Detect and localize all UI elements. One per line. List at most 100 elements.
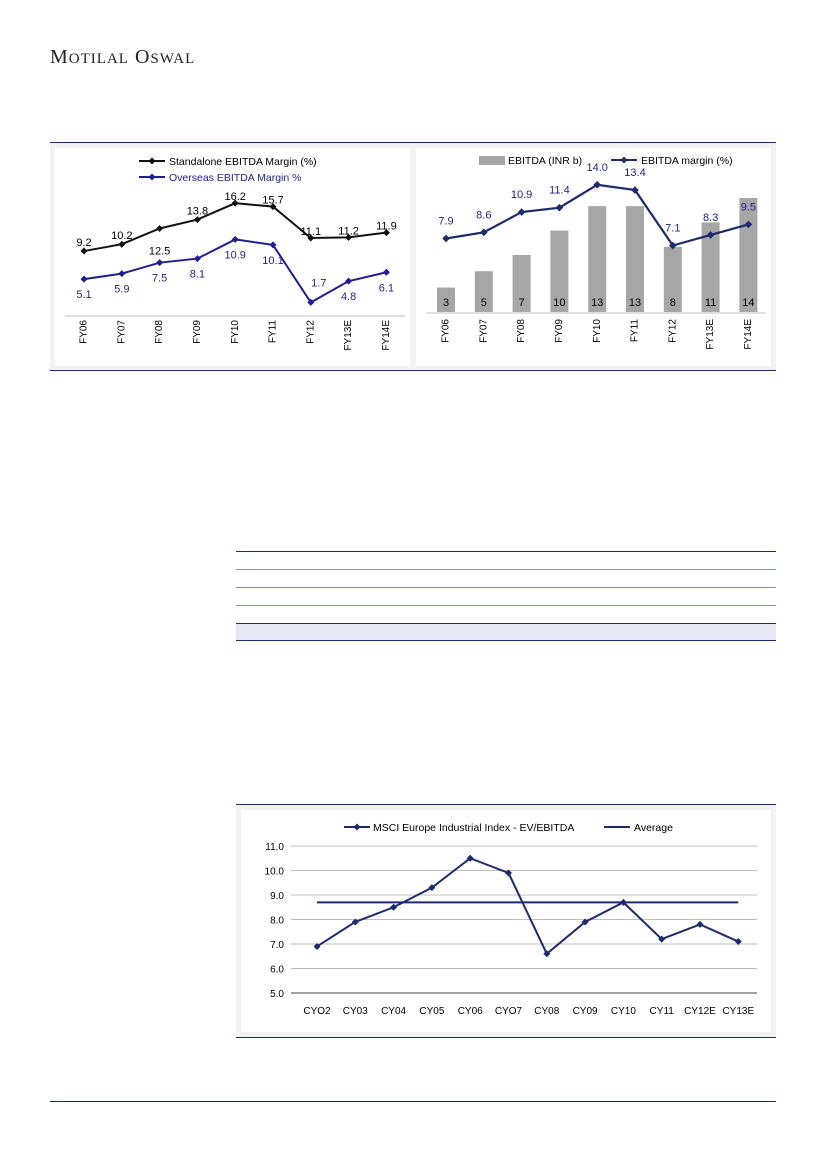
chart3-x-tick-0: CYO2 — [303, 1006, 331, 1017]
chart1-point-1-2 — [156, 259, 164, 267]
chart2-bar-label-6: 8 — [670, 297, 676, 309]
chart1-point-0-7 — [345, 233, 353, 241]
chart1-label-1-5: 10.1 — [262, 255, 283, 267]
chart1-label-0-5: 15.7 — [262, 195, 283, 207]
chart2-bar-label-1: 5 — [481, 297, 487, 309]
chart1-label-1-0: 5.1 — [76, 289, 91, 301]
chart3-point-2 — [390, 903, 398, 911]
chart2-margin-label-4: 14.0 — [586, 162, 607, 174]
chart3-x-tick-8: CY10 — [611, 1006, 636, 1017]
chart1-label-0-1: 10.2 — [111, 230, 132, 242]
chart2-margin-label-2: 10.9 — [511, 189, 532, 201]
chart1-point-1-1 — [118, 270, 126, 278]
chart1-point-0-5 — [269, 203, 277, 211]
chart2-x-tick-1: FY07 — [478, 319, 489, 343]
chart3-svg: MSCI Europe Industrial Index - EV/EBITDA… — [265, 822, 757, 1017]
chart3-y-tick-1: 6.0 — [270, 965, 284, 976]
chart3-y-tick-0: 5.0 — [270, 989, 284, 1000]
chart1-point-1-7 — [345, 277, 353, 285]
chart1-label-1-6: 1.7 — [311, 277, 326, 289]
chart1-point-0-3 — [193, 216, 201, 224]
chart2-bar-label-2: 7 — [519, 297, 525, 309]
chart2-bar-label-7: 11 — [705, 297, 716, 309]
chart2-bar-label-4: 13 — [591, 297, 603, 309]
chart3-point-5 — [505, 869, 512, 877]
chart1-label-0-8: 11.9 — [376, 221, 397, 233]
chart1-point-0-4 — [231, 199, 239, 207]
chart1-label-1-7: 4.8 — [341, 291, 356, 303]
chart3-legend-marker-0 — [353, 823, 361, 831]
chart3-legend-label-0: MSCI Europe Industrial Index - EV/EBITDA — [373, 822, 574, 834]
chart-standalone-vs-overseas: Standalone EBITDA Margin (%) Overseas EBI… — [55, 148, 410, 366]
chart2-bar-6 — [663, 246, 682, 312]
chart3-x-tick-4: CY06 — [458, 1006, 483, 1017]
chart2-margin-point-2 — [517, 208, 526, 216]
chart2-bar-7 — [701, 222, 720, 312]
chart3-x-tick-6: CY08 — [534, 1006, 559, 1017]
chart3-point-7 — [581, 918, 589, 926]
chart3-point-6 — [543, 950, 551, 958]
chart2-margin-point-6 — [669, 241, 677, 250]
chart1-label-0-4: 16.2 — [224, 191, 245, 203]
chart3-point-4 — [466, 854, 474, 862]
table-rule-2 — [236, 569, 776, 570]
chart2-legend-line-marker — [620, 156, 628, 164]
chart1-point-1-6 — [307, 298, 315, 306]
chart1-point-0-2 — [156, 224, 164, 232]
chart1-point-0-6 — [307, 234, 315, 242]
chart3-y-tick-5: 10.0 — [265, 867, 285, 878]
chart3-point-8 — [619, 898, 627, 906]
chart1-point-0-8 — [382, 229, 390, 237]
chart-msci-ev-ebitda: MSCI Europe Industrial Index - EV/EBITDA… — [241, 810, 771, 1032]
brand-first-initial: M — [50, 46, 69, 68]
chart2-bar-4 — [588, 206, 607, 312]
chart1-label-1-8: 6.1 — [379, 282, 394, 294]
footer-rule — [50, 1101, 776, 1102]
chart1-x-tick-2: FY08 — [154, 320, 165, 344]
chart3-x-tick-1: CY03 — [343, 1006, 368, 1017]
exhibit-bottom-rule — [50, 370, 776, 371]
chart2-bar-0 — [437, 287, 455, 312]
chart1-x-tick-3: FY09 — [192, 320, 203, 344]
chart1-x-tick-4: FY10 — [230, 320, 241, 344]
chart1-label-1-1: 5.9 — [114, 284, 129, 296]
chart3-point-10 — [696, 920, 704, 928]
chart2-bar-label-8: 14 — [742, 297, 754, 309]
chart2-legend-bar-swatch — [479, 156, 505, 165]
chart2-x-tick-8: FY14E — [743, 319, 754, 350]
chart3-point-9 — [658, 935, 666, 943]
chart2-margin-label-0: 7.9 — [438, 215, 453, 227]
chart1-point-0-0 — [80, 247, 88, 255]
chart2-x-tick-4: FY10 — [592, 319, 603, 343]
brand-second-initial: O — [134, 46, 151, 68]
chart1-legend-label-0: Standalone EBITDA Margin (%) — [169, 156, 317, 168]
chart1-label-1-4: 10.9 — [224, 249, 245, 261]
chart1-label-0-3: 13.8 — [187, 206, 208, 218]
chart1-point-1-5 — [269, 241, 277, 249]
chart2-margin-point-4 — [593, 181, 601, 189]
table-rule-3 — [236, 587, 776, 588]
chart2-bar-8 — [739, 198, 758, 312]
chart2-margin-label-8: 9.5 — [741, 201, 756, 213]
chart1-x-tick-8: FY14E — [381, 320, 392, 351]
chart1-label-0-7: 11.2 — [338, 225, 359, 237]
chart3-y-tick-3: 8.0 — [270, 916, 284, 927]
chart1-legend-marker-1 — [148, 173, 156, 181]
chart2-margin-point-8 — [744, 220, 753, 229]
chart2-x-tick-5: FY11 — [630, 319, 641, 343]
chart1-legend-marker-0 — [148, 157, 156, 165]
brand-first-rest: OTILAL — [68, 51, 129, 67]
chart3-x-tick-5: CYO7 — [495, 1006, 523, 1017]
chart2-bar-label-3: 10 — [553, 297, 565, 309]
table-rule-5 — [236, 623, 776, 624]
exhibit-top-rule — [50, 142, 776, 143]
chart3-x-tick-10: CY12E — [684, 1006, 716, 1017]
chart3-x-tick-7: CY09 — [573, 1006, 598, 1017]
table-rule-6 — [236, 640, 776, 641]
chart2-x-tick-0: FY06 — [441, 319, 452, 343]
chart2-margin-point-0 — [442, 234, 450, 243]
chart1-legend-label-1: Overseas EBITDA Margin % — [169, 172, 301, 184]
chart2-x-tick-2: FY08 — [516, 319, 527, 343]
chart3-legend-label-1: Average — [634, 822, 673, 834]
chart1-label-1-3: 8.1 — [190, 269, 205, 281]
